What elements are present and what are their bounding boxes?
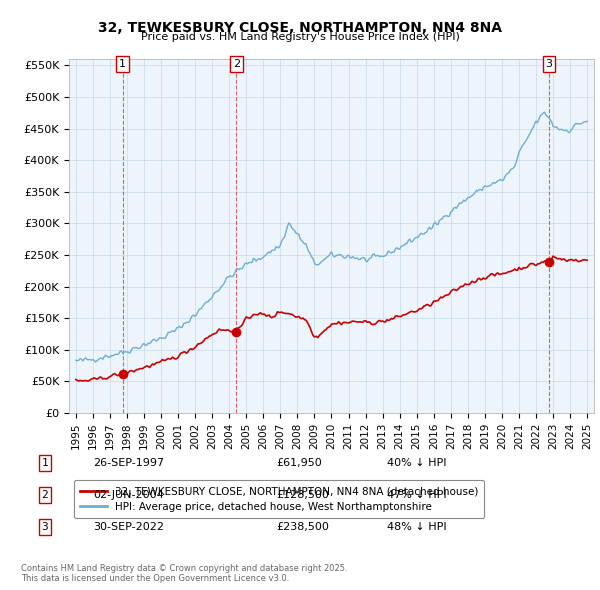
Text: 47% ↓ HPI: 47% ↓ HPI: [387, 490, 446, 500]
Text: 26-SEP-1997: 26-SEP-1997: [93, 458, 164, 468]
Text: 3: 3: [41, 522, 49, 532]
Text: 30-SEP-2022: 30-SEP-2022: [93, 522, 164, 532]
Text: £238,500: £238,500: [276, 522, 329, 532]
Text: 1: 1: [41, 458, 49, 468]
Text: 3: 3: [545, 59, 553, 69]
Legend: 32, TEWKESBURY CLOSE, NORTHAMPTON, NN4 8NA (detached house), HPI: Average price,: 32, TEWKESBURY CLOSE, NORTHAMPTON, NN4 8…: [74, 480, 484, 518]
Text: Price paid vs. HM Land Registry's House Price Index (HPI): Price paid vs. HM Land Registry's House …: [140, 32, 460, 42]
Text: 32, TEWKESBURY CLOSE, NORTHAMPTON, NN4 8NA: 32, TEWKESBURY CLOSE, NORTHAMPTON, NN4 8…: [98, 21, 502, 35]
Text: 02-JUN-2004: 02-JUN-2004: [93, 490, 164, 500]
Text: 48% ↓ HPI: 48% ↓ HPI: [387, 522, 446, 532]
Text: 2: 2: [41, 490, 49, 500]
Text: Contains HM Land Registry data © Crown copyright and database right 2025.
This d: Contains HM Land Registry data © Crown c…: [21, 563, 347, 583]
Text: 1: 1: [119, 59, 126, 69]
Text: 40% ↓ HPI: 40% ↓ HPI: [387, 458, 446, 468]
Text: 2: 2: [233, 59, 240, 69]
Text: £128,500: £128,500: [276, 490, 329, 500]
Text: £61,950: £61,950: [276, 458, 322, 468]
